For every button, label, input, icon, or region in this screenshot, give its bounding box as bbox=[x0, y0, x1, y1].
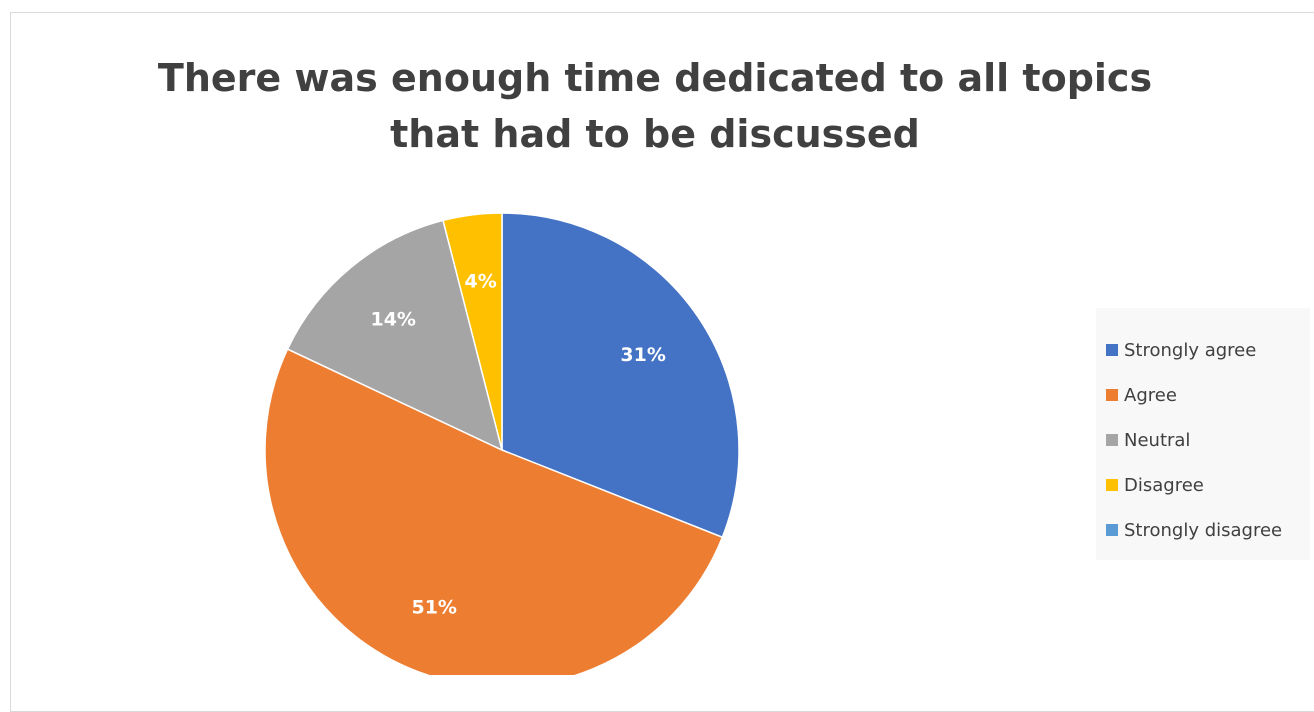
legend-item-strongly-disagree: Strongly disagree bbox=[1106, 518, 1282, 542]
legend-swatch-strongly-agree bbox=[1106, 344, 1118, 356]
slice-label-strongly-agree: 31% bbox=[620, 344, 665, 366]
legend-label-disagree: Disagree bbox=[1124, 474, 1204, 496]
pie-slice-disagree bbox=[442, 212, 503, 451]
legend-swatch-neutral bbox=[1106, 434, 1118, 446]
slice-label-neutral: 14% bbox=[370, 309, 415, 331]
pie-slice-strongly-agree bbox=[501, 212, 740, 539]
legend-label-strongly-agree: Strongly agree bbox=[1124, 339, 1257, 361]
legend-label-neutral: Neutral bbox=[1124, 429, 1191, 451]
chart-title: There was enough time dedicated to all t… bbox=[157, 56, 1153, 156]
legend-item-strongly-agree: Strongly agree bbox=[1106, 338, 1256, 362]
pie-chart: 31% 51% 14% 4% bbox=[264, 212, 740, 675]
pie-slice-neutral bbox=[286, 219, 504, 452]
legend-swatch-disagree bbox=[1106, 479, 1118, 491]
legend-item-agree: Agree bbox=[1106, 383, 1177, 407]
legend-swatch-strongly-disagree bbox=[1106, 524, 1118, 536]
slice-label-agree: 51% bbox=[411, 597, 456, 619]
legend-item-disagree: Disagree bbox=[1106, 473, 1204, 497]
legend-item-neutral: Neutral bbox=[1106, 428, 1190, 452]
legend-label-strongly-disagree: Strongly disagree bbox=[1124, 519, 1283, 541]
legend: Strongly agree Agree Neutral Disagree St… bbox=[1096, 308, 1310, 560]
legend-swatch-agree bbox=[1106, 389, 1118, 401]
pie-slice-agree bbox=[264, 348, 724, 675]
legend-label-agree: Agree bbox=[1124, 384, 1177, 406]
slice-label-disagree: 4% bbox=[464, 271, 496, 293]
